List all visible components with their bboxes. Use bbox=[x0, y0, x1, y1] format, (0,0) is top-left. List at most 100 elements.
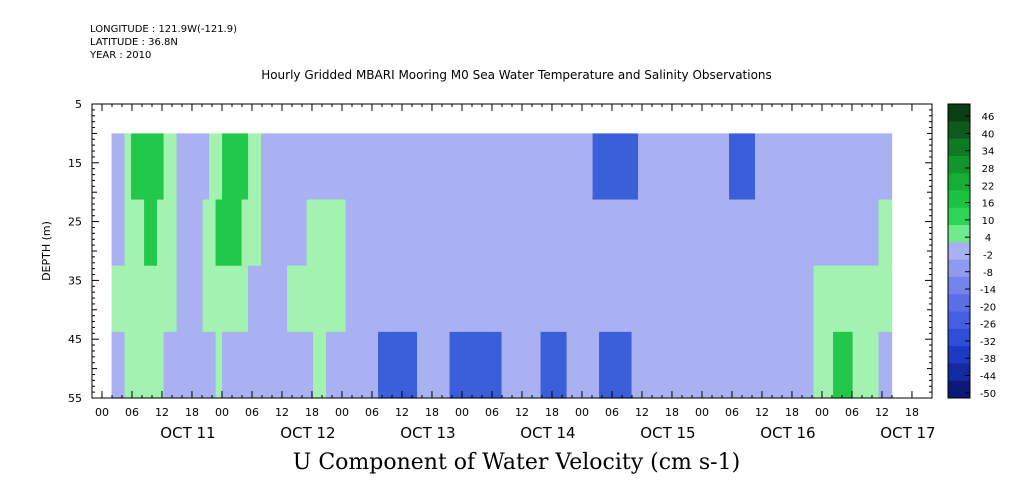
heatmap-cell bbox=[326, 331, 334, 399]
heatmap-cell bbox=[202, 331, 210, 399]
heatmap-cell bbox=[722, 265, 730, 333]
heatmap-cell bbox=[488, 265, 496, 333]
colorbar-bin bbox=[948, 259, 970, 278]
heatmap-cell bbox=[150, 199, 158, 267]
heatmap-cell bbox=[261, 265, 269, 333]
heatmap-cell bbox=[846, 265, 854, 333]
heatmap-cell bbox=[157, 331, 165, 399]
heatmap-cell bbox=[196, 265, 204, 333]
heatmap-cell bbox=[612, 199, 620, 267]
heatmap-cell bbox=[397, 133, 405, 201]
heatmap-cell bbox=[527, 199, 535, 267]
heatmap-cell bbox=[267, 265, 275, 333]
heatmap-cell bbox=[540, 199, 548, 267]
heatmap-cell bbox=[878, 133, 886, 201]
heatmap-cell bbox=[670, 199, 678, 267]
heatmap-cell bbox=[482, 199, 490, 267]
heatmap-cell bbox=[586, 133, 594, 201]
heatmap-cell bbox=[826, 265, 834, 333]
x-hour-label: 18 bbox=[185, 406, 199, 419]
y-axis-label: DEPTH (m) bbox=[40, 221, 53, 281]
heatmap-cell bbox=[800, 133, 808, 201]
heatmap-cell bbox=[605, 265, 613, 333]
heatmap-cell bbox=[755, 199, 763, 267]
heatmap-cell bbox=[677, 265, 685, 333]
heatmap-cell bbox=[443, 265, 451, 333]
heatmap-cell bbox=[319, 331, 327, 399]
heatmap-cell bbox=[280, 265, 288, 333]
heatmap-cell bbox=[163, 199, 171, 267]
heatmap-cell bbox=[254, 331, 262, 399]
heatmap-cell bbox=[735, 133, 743, 201]
heatmap-cell bbox=[599, 133, 607, 201]
heatmap-cell bbox=[592, 133, 600, 201]
heatmap-cell bbox=[735, 265, 743, 333]
heatmap-cell bbox=[839, 199, 847, 267]
x-hour-label: 18 bbox=[305, 406, 319, 419]
heatmap-cell bbox=[196, 199, 204, 267]
heatmap-cell bbox=[592, 265, 600, 333]
heatmap-cell bbox=[456, 133, 464, 201]
heatmap-cell bbox=[209, 265, 217, 333]
y-tick-label: 35 bbox=[68, 274, 82, 287]
heatmap-cell bbox=[332, 133, 340, 201]
heatmap-cell bbox=[495, 331, 503, 399]
x-hour-label: 06 bbox=[365, 406, 379, 419]
heatmap-cell bbox=[540, 265, 548, 333]
heatmap-cell bbox=[163, 331, 171, 399]
heatmap-cell bbox=[111, 265, 119, 333]
y-tick-label: 5 bbox=[75, 98, 82, 111]
colorbar-label: 10 bbox=[982, 216, 995, 227]
heatmap-cell bbox=[410, 331, 418, 399]
heatmap-cell bbox=[657, 331, 665, 399]
heatmap-cell bbox=[631, 199, 639, 267]
heatmap-cell bbox=[176, 265, 184, 333]
heatmap-cell bbox=[365, 199, 373, 267]
heatmap-cell bbox=[495, 199, 503, 267]
heatmap-cell bbox=[768, 199, 776, 267]
heatmap-cell bbox=[417, 265, 425, 333]
heatmap-cell bbox=[579, 265, 587, 333]
heatmap-cell bbox=[696, 199, 704, 267]
heatmap-cell bbox=[378, 133, 386, 201]
heatmap-cell bbox=[456, 331, 464, 399]
heatmap-cell bbox=[378, 199, 386, 267]
heatmap-cell bbox=[696, 133, 704, 201]
heatmap-cell bbox=[651, 199, 659, 267]
heatmap-cell bbox=[189, 133, 197, 201]
heatmap-cell bbox=[391, 265, 399, 333]
heatmap-cell bbox=[339, 133, 347, 201]
heatmap-cell bbox=[787, 331, 795, 399]
heatmap-cell bbox=[111, 331, 119, 399]
heatmap-cell bbox=[222, 199, 230, 267]
colorbar-label: 28 bbox=[982, 164, 995, 175]
heatmap-cell bbox=[508, 331, 516, 399]
heatmap-cell bbox=[742, 265, 750, 333]
colorbar-label: -2 bbox=[983, 250, 993, 261]
x-hour-label: 12 bbox=[515, 406, 529, 419]
heatmap-cell bbox=[638, 199, 646, 267]
heatmap-cell bbox=[241, 265, 249, 333]
heatmap-cell bbox=[521, 199, 529, 267]
heatmap-cell bbox=[228, 331, 236, 399]
colorbar-label: -14 bbox=[980, 285, 996, 296]
heatmap-cell bbox=[124, 199, 132, 267]
heatmap-cell bbox=[846, 331, 854, 399]
heatmap-cell bbox=[553, 133, 561, 201]
x-hour-label: 06 bbox=[125, 406, 139, 419]
heatmap-cell bbox=[248, 199, 256, 267]
heatmap-cell bbox=[261, 331, 269, 399]
heatmap-cell bbox=[300, 133, 308, 201]
heatmap-cell bbox=[163, 133, 171, 201]
heatmap-cell bbox=[157, 133, 165, 201]
heatmap-cell bbox=[703, 199, 711, 267]
heatmap-cell bbox=[625, 331, 633, 399]
heatmap-cell bbox=[456, 199, 464, 267]
heatmap-cell bbox=[313, 331, 321, 399]
heatmap-cell bbox=[638, 331, 646, 399]
heatmap-cell bbox=[430, 265, 438, 333]
heatmap-cell bbox=[189, 265, 197, 333]
heatmap-cell bbox=[748, 265, 756, 333]
heatmap-cell bbox=[144, 133, 152, 201]
